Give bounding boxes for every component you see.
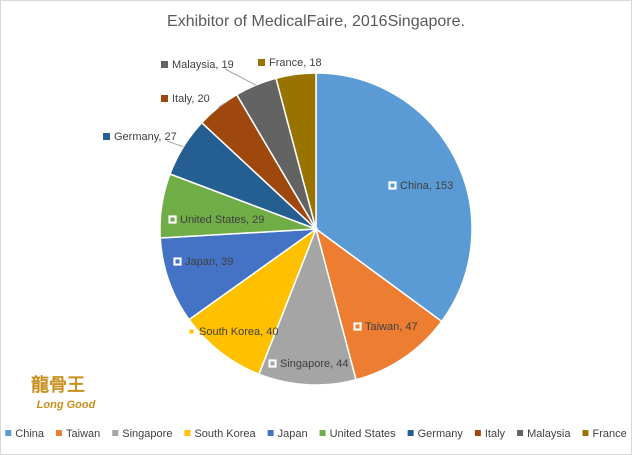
data-label: Japan, 39 bbox=[185, 256, 233, 268]
label-key-inner bbox=[175, 259, 180, 264]
legend-label: Germany bbox=[418, 428, 464, 440]
data-label: France, 18 bbox=[269, 57, 322, 69]
legend-key bbox=[517, 430, 524, 436]
data-label: China, 153 bbox=[400, 180, 453, 192]
label-key bbox=[161, 61, 168, 68]
leader-line bbox=[224, 68, 257, 86]
legend-label: Japan bbox=[278, 428, 308, 440]
legend-key bbox=[474, 430, 481, 436]
legend: China Taiwan Singapore South Korea Japan Unit… bbox=[5, 428, 627, 440]
legend-key bbox=[267, 430, 274, 436]
pie-slice bbox=[159, 228, 319, 321]
logo-name: Long Good bbox=[37, 399, 96, 411]
label-key bbox=[161, 95, 168, 102]
data-label: Malaysia, 19 bbox=[172, 59, 234, 71]
data-label: Italy, 20 bbox=[172, 93, 210, 105]
label-key-inner bbox=[170, 217, 175, 222]
pie-slice bbox=[275, 72, 317, 230]
data-label: Germany, 27 bbox=[114, 131, 177, 143]
legend-label: United States bbox=[330, 428, 397, 440]
label-key bbox=[103, 133, 110, 140]
label-key-inner bbox=[270, 361, 275, 366]
data-label: Taiwan, 47 bbox=[365, 321, 418, 333]
legend-key bbox=[56, 430, 63, 436]
data-label: United States, 29 bbox=[180, 214, 264, 226]
logo: 龍骨王 Long Good bbox=[31, 374, 96, 411]
legend-label: South Korea bbox=[194, 428, 256, 440]
legend-label: Taiwan bbox=[66, 428, 100, 440]
label-key-inner bbox=[390, 183, 395, 188]
logo-chinese: 龍骨王 bbox=[31, 374, 85, 395]
legend-key bbox=[184, 430, 191, 436]
pie-slice bbox=[315, 72, 473, 323]
data-label: Singapore, 44 bbox=[280, 358, 349, 370]
leader-line bbox=[217, 102, 226, 108]
legend-key bbox=[582, 430, 589, 436]
chart-title: Exhibitor of MedicalFaire, 2016Singapore… bbox=[167, 13, 465, 30]
legend-label: Singapore bbox=[122, 428, 172, 440]
data-label: South Korea, 40 bbox=[199, 326, 279, 338]
legend-key bbox=[5, 430, 12, 436]
pie-slice bbox=[314, 227, 443, 381]
legend-key bbox=[112, 430, 119, 436]
label-key-inner bbox=[355, 324, 360, 329]
legend-label: Malaysia bbox=[527, 428, 571, 440]
label-key bbox=[258, 59, 265, 66]
legend-label: Italy bbox=[485, 428, 506, 440]
pie-slice bbox=[187, 226, 318, 376]
legend-label: France bbox=[592, 428, 626, 440]
pie-slice bbox=[257, 226, 357, 386]
leader-line bbox=[166, 140, 184, 148]
legend-key bbox=[319, 430, 326, 436]
legend-label: China bbox=[15, 428, 45, 440]
label-key-inner bbox=[189, 329, 194, 334]
legend-key bbox=[407, 430, 414, 436]
